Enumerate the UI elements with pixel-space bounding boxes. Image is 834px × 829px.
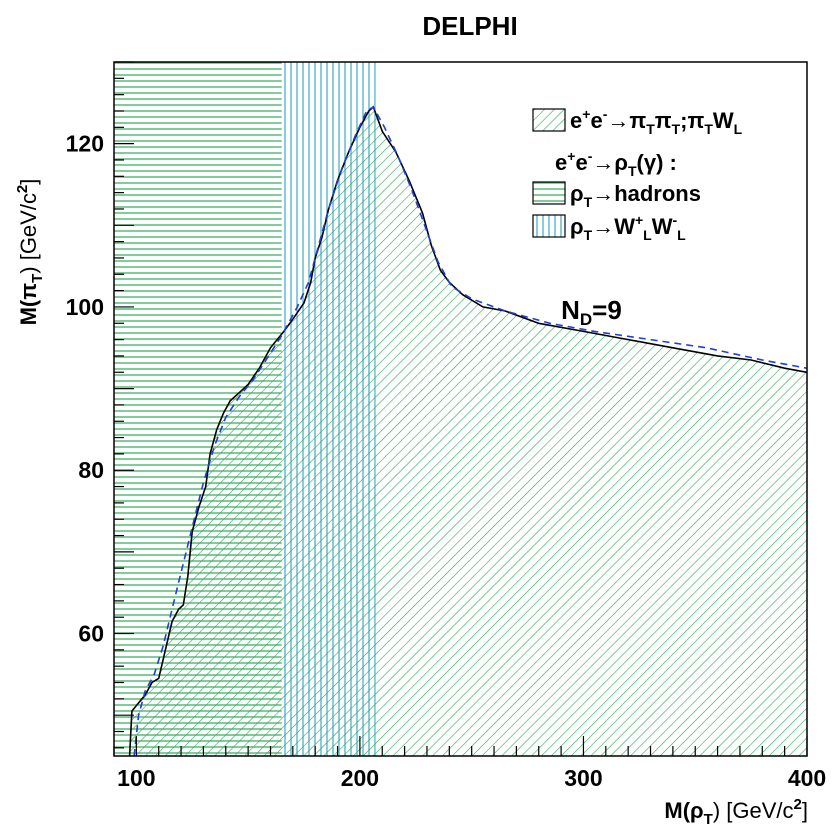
x-axis-label-sup: 2	[794, 796, 802, 813]
x-tick-label: 400	[788, 765, 826, 791]
x-axis-label-pre: M(ρ	[664, 798, 703, 823]
y-tick-label: 120	[66, 131, 104, 157]
y-tick-label: 80	[78, 457, 104, 483]
y-axis-label-end: ]	[16, 179, 41, 185]
legend-entry-pipi: e+e-→πTπT;πTWL	[570, 106, 743, 137]
nd-annotation-main: N	[561, 295, 580, 325]
nd-annotation-rest: =9	[592, 295, 622, 325]
y-axis-label: M(πT) [GeV/c2]	[14, 179, 46, 326]
x-axis-label-end: ]	[802, 798, 808, 823]
x-axis-label: M(ρT) [GeV/c2]	[664, 796, 808, 828]
x-axis-label-sub: T	[704, 811, 713, 828]
y-axis-label-sub: T	[29, 274, 46, 283]
y-tick-label: 100	[66, 294, 104, 320]
legend-entry-hadrons: ρT→hadrons	[570, 181, 701, 210]
pipi-exclusion-region	[129, 106, 807, 756]
plot-frame	[113, 61, 808, 757]
x-tick-label: 200	[341, 765, 379, 791]
y-tick-label: 60	[78, 621, 104, 647]
x-tick-label: 300	[564, 765, 602, 791]
legend-entry-header: e+e-→ρT(γ) :	[555, 148, 677, 179]
legend-swatch-ww	[532, 214, 566, 238]
nd-annotation: ND=9	[561, 295, 622, 329]
legend-entry-ww: ρT→W+LW-L	[570, 212, 686, 243]
x-axis-ticks: 100 200 300 400	[113, 736, 826, 791]
x-tick-label: 100	[117, 765, 155, 791]
legend: e+e-→πTπT;πTWL e+e-→ρT(γ) :ρT→hadronsρT→W…	[532, 106, 743, 243]
chart-title: DELPHI	[422, 11, 517, 41]
pipi-exclusion-boundary-line	[128, 105, 807, 756]
y-axis-label-pre: M(π	[16, 283, 41, 326]
y-axis-label-sup: 2	[14, 185, 31, 193]
x-axis-label-post: ) [GeV/c	[713, 798, 794, 823]
legend-swatch-hadrons	[532, 181, 566, 205]
y-axis-ticks: 60 80 100 120	[66, 61, 134, 749]
nd-annotation-sub: D	[580, 310, 592, 329]
y-axis-label-post: ) [GeV/c	[16, 193, 41, 274]
legend-swatch-pipi	[532, 108, 566, 132]
